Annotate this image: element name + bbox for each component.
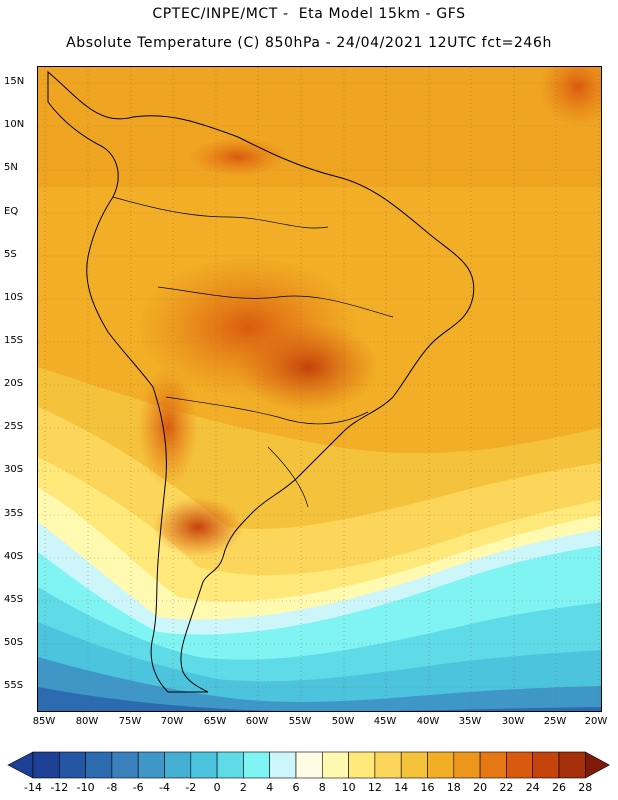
colorbar-cell <box>137 751 165 779</box>
colorbar-tick-label: 2 <box>239 781 247 794</box>
colorbar-tick-label: -6 <box>132 781 144 794</box>
lon-label: 50W <box>331 716 355 727</box>
colorbar-tick-label: 4 <box>266 781 274 794</box>
lat-label: 45S <box>4 594 24 605</box>
colorbar-cell <box>427 751 455 779</box>
lat-label: 10N <box>4 119 25 130</box>
lat-label: 30S <box>4 464 24 475</box>
lon-label: 80W <box>75 716 99 727</box>
lon-label: 35W <box>458 716 482 727</box>
colorbar-max-arrow <box>584 751 610 779</box>
colorbar-cell <box>506 751 533 779</box>
lat-label: 55S <box>4 680 24 691</box>
lat-label: EQ <box>4 206 19 217</box>
colorbar-tick-label: -8 <box>106 781 118 794</box>
lon-label: 20W <box>584 716 608 727</box>
colorbar-cell <box>295 751 323 779</box>
lat-label: 35S <box>4 508 24 519</box>
lat-label: 15N <box>4 76 25 87</box>
lat-label: 20S <box>4 378 24 389</box>
lat-label: 5S <box>4 249 17 260</box>
colorbar-tick-label: -10 <box>76 781 95 794</box>
lat-label: 40S <box>4 551 24 562</box>
colorbar-tick-label: 0 <box>213 781 221 794</box>
colorbar-cell <box>558 751 586 779</box>
colorbar-tick-label: 12 <box>367 781 382 794</box>
lat-label: 50S <box>4 637 24 648</box>
colorbar-cell <box>243 751 270 779</box>
colorbar-tick-label: 10 <box>341 781 356 794</box>
colorbar-min-arrow <box>7 751 34 779</box>
lon-label: 30W <box>501 716 525 727</box>
lon-label: 65W <box>203 716 227 727</box>
lat-label: 10S <box>4 292 24 303</box>
lat-label: 15S <box>4 335 24 346</box>
colorbar-tick-label: 14 <box>394 781 409 794</box>
colorbar-tick-label: -14 <box>24 781 42 794</box>
lon-label: 70W <box>160 716 184 727</box>
colorbar-cell <box>216 751 244 779</box>
lon-label: 75W <box>118 716 142 727</box>
colorbar-cell <box>400 751 428 779</box>
lon-label: 55W <box>288 716 312 727</box>
colorbar-tick-label: 24 <box>525 781 540 794</box>
colorbar-cell <box>532 751 560 779</box>
colorbar-cell <box>85 751 113 779</box>
colorbar-cell <box>348 751 376 779</box>
colorbar-cell <box>190 751 218 779</box>
lon-label: 45W <box>373 716 397 727</box>
temperature-colorbar <box>7 751 610 779</box>
colorbar-cell <box>58 751 86 779</box>
colorbar-tick-label: 16 <box>420 781 435 794</box>
colorbar-tick-label: 6 <box>292 781 300 794</box>
colorbar-tick-label: 26 <box>552 781 566 794</box>
colorbar-tick-label: 20 <box>473 781 488 794</box>
colorbar-cell <box>269 751 297 779</box>
colorbar-tick-label: -4 <box>159 781 170 794</box>
colorbar-tick-label: 8 <box>318 781 326 794</box>
colorbar-tick-label: -2 <box>185 781 197 794</box>
lat-label: 25S <box>4 421 24 432</box>
colorbar-cell <box>111 751 139 779</box>
lon-label: 60W <box>245 716 269 727</box>
lon-label: 25W <box>543 716 567 727</box>
colorbar-tick-label: 18 <box>446 781 461 794</box>
colorbar-tick-label: 22 <box>499 781 514 794</box>
colorbar-cell <box>164 751 192 779</box>
colorbar-cell <box>321 751 349 779</box>
map-title-line1: CPTEC/INPE/MCT - Eta Model 15km - GFS <box>152 6 466 22</box>
colorbar-cell <box>453 751 481 779</box>
colorbar-cell <box>32 751 60 779</box>
lon-label: 85W <box>32 716 56 727</box>
colorbar-tick-label: 28 <box>578 781 593 794</box>
lat-label: 5N <box>4 162 18 173</box>
colorbar-cell <box>479 751 507 779</box>
temperature-field <box>38 67 601 711</box>
colorbar-tick-label: -12 <box>50 781 69 794</box>
temperature-map <box>37 66 602 712</box>
lon-label: 40W <box>416 716 440 727</box>
map-title-line2: Absolute Temperature (C) 850hPa - 24/04/… <box>66 35 552 51</box>
colorbar-cell <box>374 751 402 779</box>
